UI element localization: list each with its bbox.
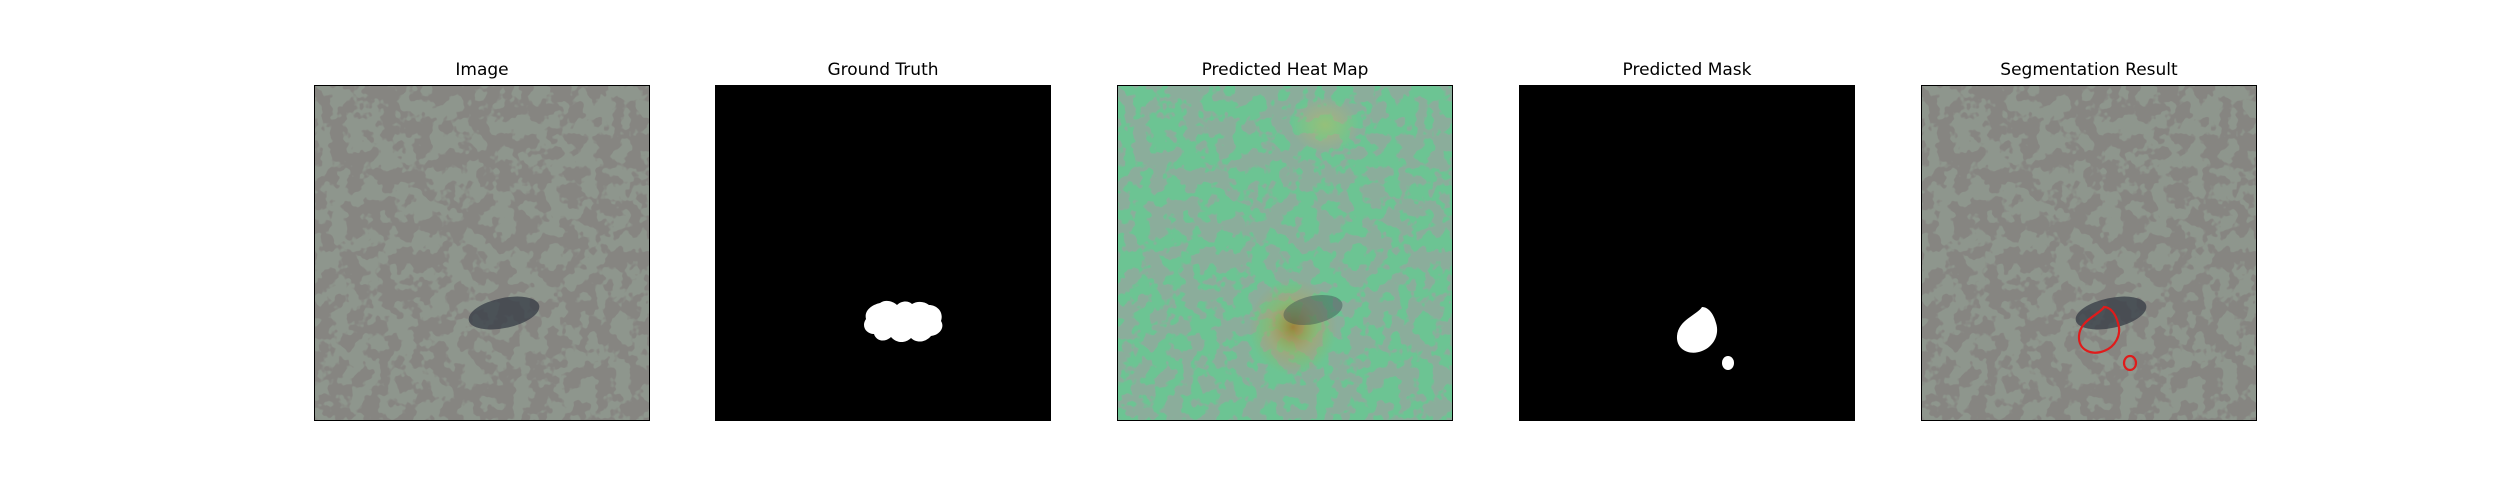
- defect-region: [1283, 294, 1343, 326]
- panel-image: [314, 85, 650, 421]
- texture-image: [314, 85, 650, 421]
- contour-small: [2122, 354, 2138, 372]
- panel-title-heatmap: Predicted Heat Map: [1201, 60, 1369, 80]
- predicted-mask: [1519, 85, 1855, 421]
- defect-region: [2075, 296, 2147, 330]
- panel-heatmap: [1117, 85, 1453, 421]
- panel-title-image: Image: [455, 60, 509, 80]
- panel-predicted-mask: [1519, 85, 1855, 421]
- segmentation-overlay: [1921, 85, 2257, 421]
- panel-title-ground-truth: Ground Truth: [827, 60, 939, 80]
- ground-truth-mask: [715, 85, 1051, 421]
- heatmap-overlay: [1117, 85, 1453, 421]
- contour-large: [2077, 305, 2121, 354]
- predicted-blob: [1676, 307, 1718, 353]
- predicted-blob-small: [1722, 356, 1734, 370]
- ground-truth-blob: [863, 300, 943, 343]
- panel-title-segmentation: Segmentation Result: [2000, 60, 2178, 80]
- defect-region: [468, 296, 540, 330]
- panel-ground-truth: [715, 85, 1051, 421]
- panel-segmentation: [1921, 85, 2257, 421]
- heat-spot: [1249, 279, 1337, 375]
- panel-title-predicted-mask: Predicted Mask: [1622, 60, 1752, 80]
- heat-spot: [1291, 97, 1359, 153]
